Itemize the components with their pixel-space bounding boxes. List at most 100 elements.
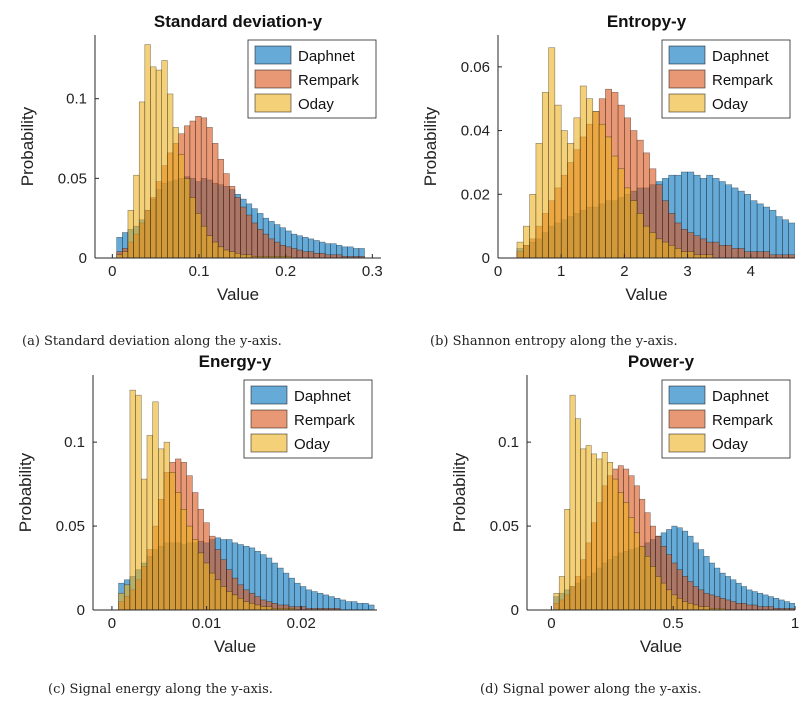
caption-b: (b) Shannon entropy along the y-axis.	[430, 334, 678, 349]
bar-daphnet	[750, 200, 758, 258]
bar-oday	[579, 85, 587, 258]
panel-energy: 0 0.01 0.02 0 0.05 0.1 Energy-y Value Probabilit…	[0, 352, 400, 710]
bar-rempark	[746, 604, 753, 610]
bar-oday	[628, 517, 635, 610]
bar-oday	[569, 394, 576, 610]
bar-oday	[650, 566, 656, 610]
bars-group	[553, 394, 795, 610]
y-tick-label: 0	[511, 602, 519, 619]
bar-oday	[598, 123, 606, 258]
x-tick-label: 0.5	[663, 615, 684, 632]
panel-entropy: 0 1 2 3 4 0 0.02 0.04 0.06 Entropy-y Value Probabil…	[400, 0, 801, 355]
bar-oday	[592, 111, 600, 258]
bar-daphnet	[744, 194, 752, 258]
bar-oday	[212, 241, 219, 258]
legend: Daphnet Rempark Oday	[661, 39, 791, 119]
legend-swatch-daphnet	[668, 385, 706, 405]
bar-daphnet	[756, 203, 764, 258]
bar-oday	[541, 92, 549, 258]
chart-title: Energy-y	[199, 352, 272, 371]
legend-label-oday: Oday	[298, 96, 334, 113]
legend-label-oday: Oday	[712, 96, 748, 113]
bar-oday	[668, 245, 676, 258]
bar-oday	[178, 154, 185, 258]
bar-daphnet	[763, 206, 770, 258]
bar-rempark	[229, 186, 236, 258]
bar-rempark	[234, 197, 241, 258]
legend: Daphnet Rempark Oday	[247, 39, 377, 119]
x-tick-label: 0.2	[275, 263, 296, 280]
bar-oday	[144, 44, 151, 258]
bar-daphnet	[769, 209, 777, 258]
bar-oday	[596, 458, 603, 610]
bar-daphnet	[311, 591, 318, 610]
bar-oday	[662, 241, 669, 258]
legend: Daphnet Rempark Oday	[661, 379, 791, 459]
bar-daphnet	[789, 603, 795, 610]
bar-oday	[123, 584, 131, 610]
bar-oday	[158, 448, 165, 610]
bar-oday	[180, 509, 187, 610]
y-axis-label: Probability	[421, 106, 440, 186]
bar-rempark	[767, 606, 774, 610]
bar-oday	[655, 238, 663, 258]
bar-oday	[564, 509, 571, 610]
legend-swatch-daphnet	[254, 45, 292, 65]
legend-label-daphnet: Daphnet	[298, 48, 356, 65]
bar-oday	[217, 246, 224, 258]
bar-rempark	[223, 173, 230, 258]
legend-label-rempark: Rempark	[712, 412, 773, 429]
bar-oday	[580, 448, 587, 610]
bar-rempark	[751, 604, 758, 610]
bar-rempark	[756, 251, 764, 258]
bar-rempark	[212, 143, 219, 258]
legend-swatch-rempark	[250, 409, 288, 429]
bars-group	[116, 44, 365, 258]
bar-oday	[639, 545, 646, 610]
chart-title: Standard deviation-y	[154, 12, 323, 31]
bar-oday	[612, 478, 619, 610]
bar-oday	[633, 532, 640, 610]
y-axis-label: Probability	[450, 452, 469, 532]
bar-rempark	[725, 599, 731, 610]
x-tick-label: 0.3	[362, 263, 383, 280]
bar-oday	[234, 252, 241, 258]
bar-daphnet	[782, 219, 789, 258]
x-axis-label: Value	[640, 637, 682, 656]
bar-oday	[223, 249, 230, 258]
x-tick-label: 0	[494, 263, 502, 280]
y-tick-label: 0.02	[461, 186, 490, 203]
bar-rempark	[279, 245, 286, 258]
legend-label-daphnet: Daphnet	[294, 388, 352, 405]
bar-rempark	[257, 229, 264, 258]
legend-label-daphnet: Daphnet	[712, 388, 770, 405]
bar-daphnet	[362, 603, 369, 610]
bar-rempark	[763, 251, 770, 258]
bar-daphnet	[283, 572, 290, 610]
bar-oday	[229, 251, 236, 258]
bar-rempark	[708, 594, 715, 610]
legend-swatch-oday	[668, 433, 706, 453]
bar-oday	[698, 606, 705, 610]
x-axis-label: Value	[217, 285, 259, 304]
legend-label-daphnet: Daphnet	[712, 48, 770, 65]
y-tick-label: 0.1	[64, 434, 85, 451]
bar-oday	[243, 601, 250, 610]
x-tick-label: 3	[683, 263, 691, 280]
bar-oday	[644, 556, 651, 610]
bar-oday	[163, 441, 170, 610]
bar-rempark	[735, 603, 742, 610]
bar-daphnet	[305, 589, 312, 610]
bar-rempark	[307, 251, 315, 258]
bar-oday	[265, 606, 273, 610]
x-tick-label: 0	[108, 615, 116, 632]
bar-oday	[671, 594, 678, 610]
bar-daphnet	[788, 222, 795, 258]
bar-oday	[548, 47, 556, 258]
bar-oday	[676, 598, 683, 610]
bar-daphnet	[737, 190, 745, 258]
y-axis-label: Probability	[16, 452, 35, 532]
power-chart: 0 0.5 1 0 0.05 0.1 Power-y Value Probability Daph…	[450, 352, 799, 656]
x-tick-label: 0.02	[287, 615, 316, 632]
